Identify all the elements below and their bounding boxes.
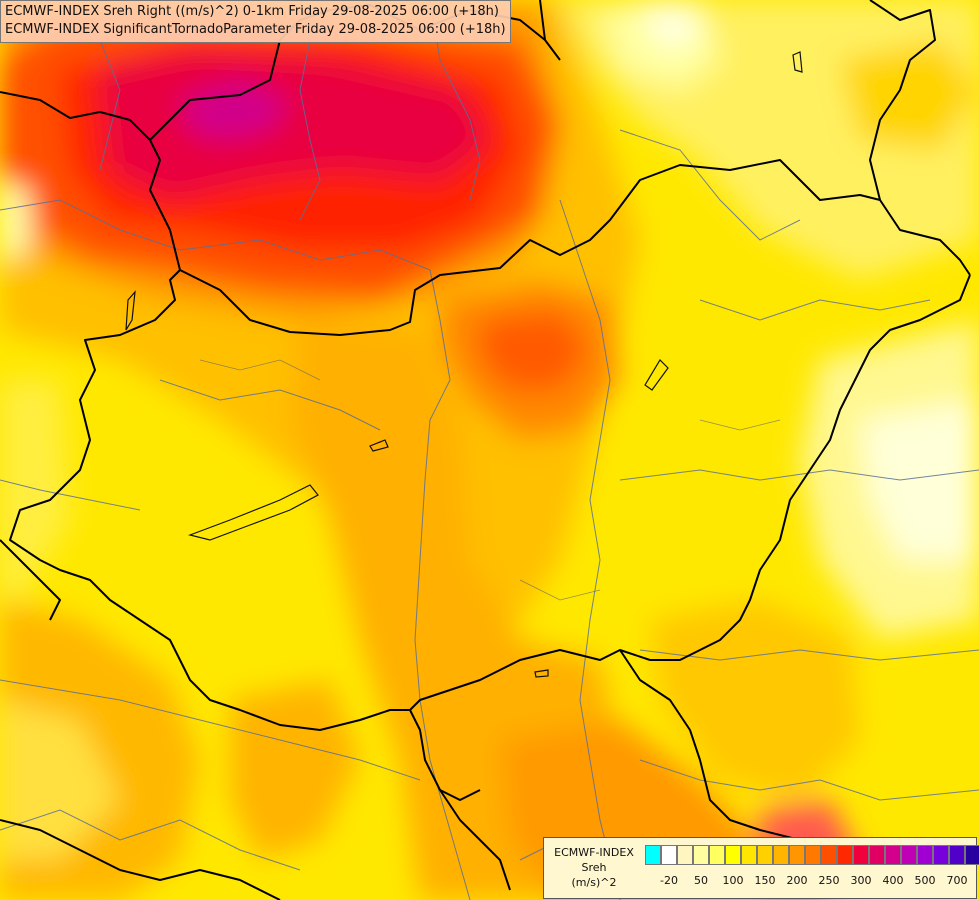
legend-tick-label: 200 (786, 874, 808, 887)
legend-label-line-1: ECMWF-INDEX (554, 846, 634, 859)
legend-swatch (773, 845, 789, 865)
legend-ticks: -20 50 100 150 200 250 300 400 500 700 (645, 874, 975, 890)
legend-swatch (725, 845, 741, 865)
legend-swatch (869, 845, 885, 865)
map-title-box: ECMWF-INDEX Sreh Right ((m/s)^2) 0-1km F… (0, 0, 511, 43)
legend-swatch (901, 845, 917, 865)
legend-swatch (757, 845, 773, 865)
legend-tick-label: -20 (660, 874, 678, 887)
legend-tick-label: 250 (818, 874, 840, 887)
legend-swatch (693, 845, 709, 865)
legend-swatch (821, 845, 837, 865)
legend-swatch (885, 845, 901, 865)
legend-label-line-2: Sreh (581, 861, 607, 874)
legend-swatch (805, 845, 821, 865)
legend-swatches (645, 845, 979, 865)
legend-tick-label: 50 (694, 874, 708, 887)
legend-swatch (917, 845, 933, 865)
legend-swatch (741, 845, 757, 865)
title-line-2: ECMWF-INDEX SignificantTornadoParameter … (5, 22, 506, 37)
legend-tick-label: 150 (754, 874, 776, 887)
legend-label-line-3: (m/s)^2 (571, 876, 617, 889)
legend-tick-label: 400 (882, 874, 904, 887)
legend-swatch (645, 845, 661, 865)
legend-swatch (661, 845, 677, 865)
legend-swatch (965, 845, 979, 865)
legend-swatch (837, 845, 853, 865)
legend-tick-label: 700 (946, 874, 968, 887)
stp-contours (199, 359, 781, 601)
legend-tick-label: 100 (722, 874, 744, 887)
legend-swatch (933, 845, 949, 865)
legend-tick-label: 300 (850, 874, 872, 887)
legend-swatch (853, 845, 869, 865)
lakes (125, 51, 803, 678)
legend-tick-label: 500 (914, 874, 936, 887)
color-legend: ECMWF-INDEX Sreh (m/s)^2 -20 50 100 150 200 2… (543, 837, 979, 899)
legend-swatch (709, 845, 725, 865)
legend-swatch (949, 845, 965, 865)
legend-swatch (677, 845, 693, 865)
legend-swatch (789, 845, 805, 865)
title-line-1: ECMWF-INDEX Sreh Right ((m/s)^2) 0-1km F… (5, 4, 499, 19)
